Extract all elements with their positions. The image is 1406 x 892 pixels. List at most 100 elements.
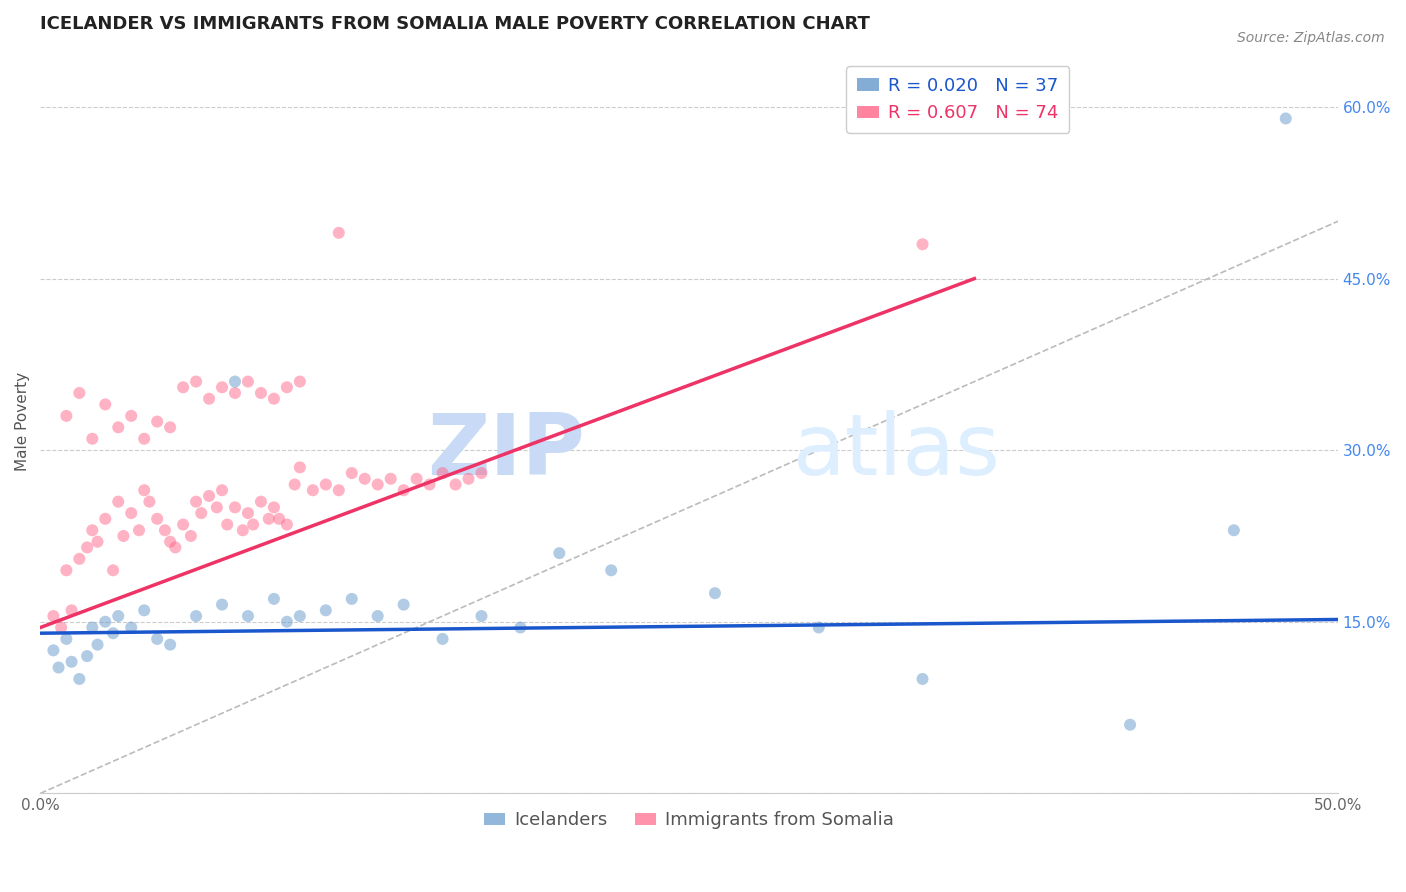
Point (288, 460, 311, 475)
Point (284, 477, 307, 491)
Point (159, 534, 181, 549)
Point (340, 591, 363, 606)
Point (257, 512, 280, 526)
Point (107, 420, 129, 434)
Point (107, 494, 129, 508)
Point (138, 494, 160, 508)
Point (704, 586, 727, 600)
Point (94, 512, 117, 526)
Point (134, 483, 156, 498)
Legend: Icelanders, Immigrants from Somalia: Icelanders, Immigrants from Somalia (477, 804, 901, 837)
Point (101, 563, 124, 577)
Point (101, 626, 124, 640)
Point (315, 603, 337, 617)
Point (86, 638, 108, 652)
Point (76, 649, 98, 664)
Point (165, 541, 187, 555)
Point (911, 672, 934, 686)
Point (242, 517, 264, 532)
Point (392, 598, 415, 612)
Point (198, 489, 221, 503)
Point (328, 483, 350, 498)
Point (198, 392, 221, 406)
Point (224, 386, 246, 401)
Point (1274, 112, 1296, 126)
Point (51, 620, 73, 634)
Point (380, 472, 402, 486)
Point (60, 603, 83, 617)
Y-axis label: Male Poverty: Male Poverty (15, 372, 30, 471)
Text: atlas: atlas (793, 409, 1001, 493)
Point (224, 375, 246, 389)
Point (94, 615, 117, 629)
Point (211, 483, 233, 498)
Text: Source: ZipAtlas.com: Source: ZipAtlas.com (1237, 31, 1385, 45)
Point (263, 500, 285, 515)
Point (76, 541, 98, 555)
Point (1119, 717, 1142, 731)
Point (172, 380, 194, 394)
Point (263, 591, 285, 606)
Point (367, 477, 389, 491)
Point (457, 472, 479, 486)
Point (205, 500, 228, 515)
Point (180, 529, 202, 543)
Point (217, 517, 239, 532)
Point (392, 483, 415, 498)
Point (600, 563, 623, 577)
Point (172, 517, 194, 532)
Point (548, 546, 571, 560)
Point (42, 643, 65, 657)
Point (86, 534, 108, 549)
Point (509, 620, 531, 634)
Point (82, 620, 104, 634)
Point (211, 380, 233, 394)
Point (328, 226, 350, 240)
Point (94, 397, 117, 411)
Point (48, 660, 70, 674)
Point (107, 609, 129, 624)
Point (128, 523, 150, 537)
Point (146, 632, 169, 646)
Point (82, 432, 104, 446)
Point (67, 386, 90, 401)
Point (263, 392, 285, 406)
Point (288, 609, 311, 624)
Point (82, 523, 104, 537)
Point (67, 672, 90, 686)
Point (807, 620, 830, 634)
Point (120, 409, 142, 423)
Point (60, 655, 83, 669)
Point (470, 466, 492, 480)
Text: ICELANDER VS IMMIGRANTS FROM SOMALIA MALE POVERTY CORRELATION CHART: ICELANDER VS IMMIGRANTS FROM SOMALIA MAL… (41, 15, 870, 33)
Point (470, 609, 492, 624)
Point (301, 483, 323, 498)
Point (146, 415, 169, 429)
Point (276, 517, 298, 532)
Point (911, 237, 934, 252)
Point (184, 609, 207, 624)
Point (236, 375, 259, 389)
Point (232, 523, 254, 537)
Point (315, 477, 337, 491)
Point (419, 477, 441, 491)
Point (120, 506, 142, 520)
Point (250, 386, 273, 401)
Point (250, 494, 273, 508)
Point (184, 494, 207, 508)
Point (405, 472, 427, 486)
Point (432, 632, 454, 646)
Point (432, 466, 454, 480)
Point (159, 638, 181, 652)
Point (1223, 523, 1246, 537)
Point (42, 609, 65, 624)
Text: ZIP: ZIP (427, 409, 585, 493)
Point (134, 603, 156, 617)
Point (112, 529, 135, 543)
Point (353, 472, 375, 486)
Point (367, 609, 389, 624)
Point (134, 432, 156, 446)
Point (224, 500, 246, 515)
Point (269, 512, 291, 526)
Point (444, 477, 467, 491)
